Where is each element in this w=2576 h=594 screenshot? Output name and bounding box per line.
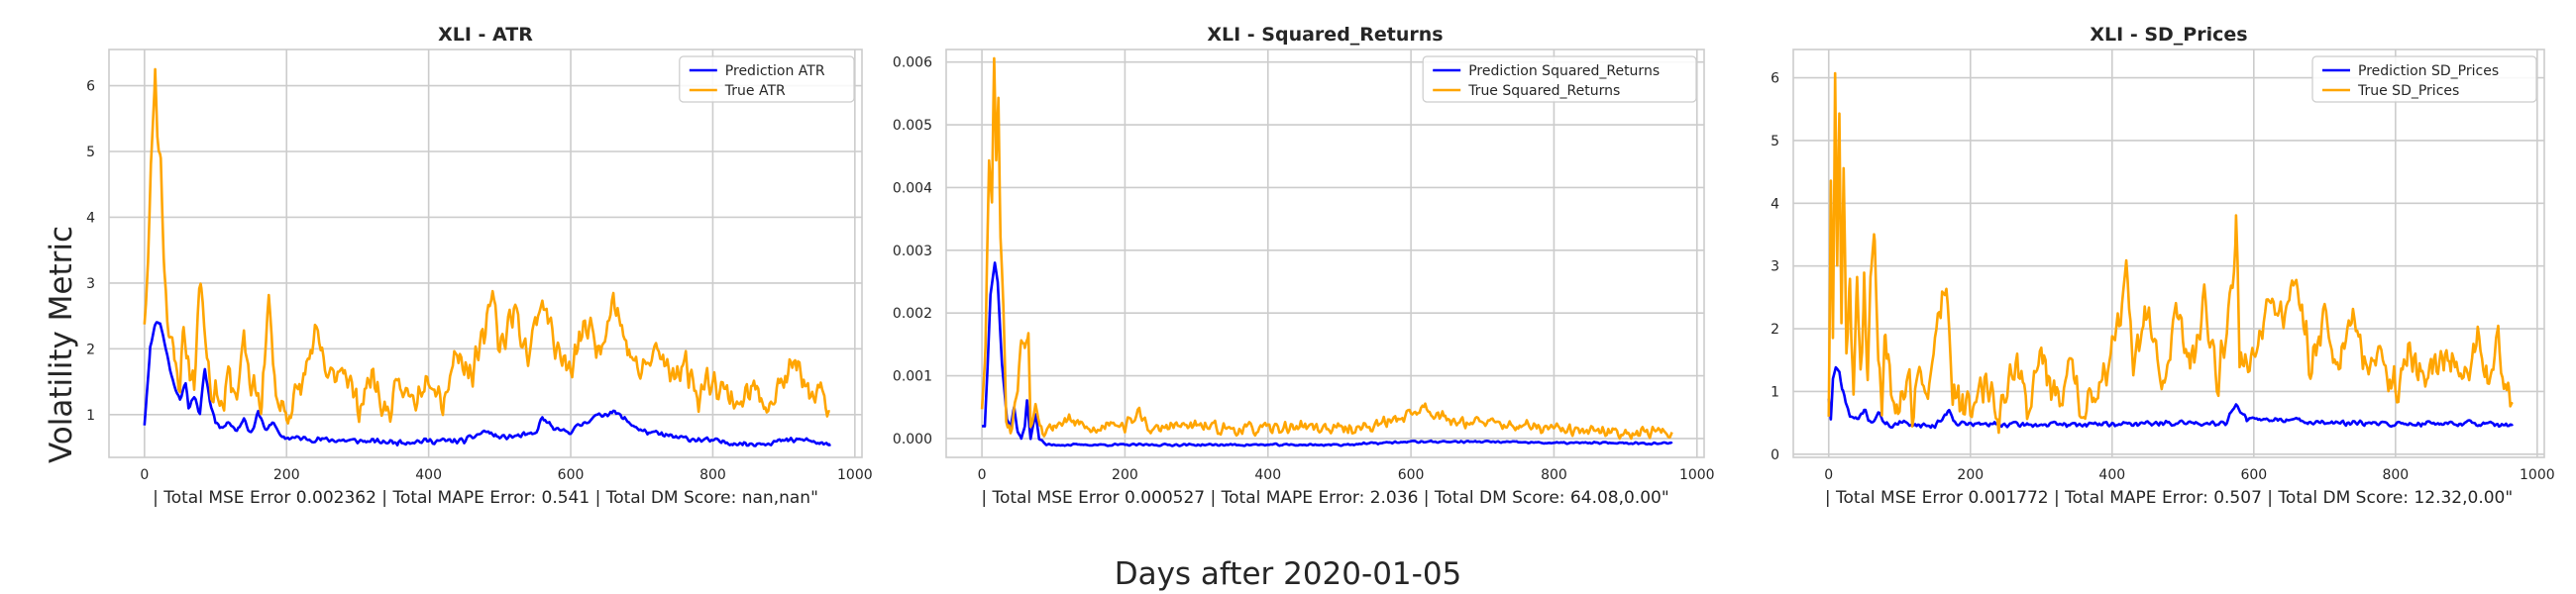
y-tick-label: 0.003 [893, 244, 932, 259]
x-tick-label: 800 [1541, 467, 1567, 483]
y-tick-label: 4 [86, 210, 95, 226]
panel-xlabel: | Total MSE Error 0.000527 | Total MAPE … [981, 488, 1668, 508]
y-tick-label: 2 [86, 342, 95, 357]
y-tick-label: 3 [1771, 259, 1779, 275]
y-tick-label: 4 [1771, 196, 1779, 212]
y-tick-label: 0.005 [893, 118, 932, 134]
legend-label: True ATR [724, 83, 786, 99]
panel-xlabel: | Total MSE Error 0.001772 | Total MAPE … [1825, 488, 2513, 508]
series-line-true [143, 67, 830, 425]
panel-2: 0 200 400 600 800 1000 0.000 0.001 0.002 0.003 0.0… [893, 24, 1715, 508]
y-tick-label: 6 [86, 79, 95, 95]
legend-label: Prediction SD_Prices [2358, 63, 2499, 79]
legend-box [1422, 55, 1697, 103]
y-tick-label: 1 [1771, 384, 1779, 400]
x-tick-label: 800 [699, 467, 726, 483]
series-line-true [1827, 71, 2514, 435]
panel-title: XLI - ATR [438, 24, 533, 46]
x-tick-label: 200 [1957, 467, 1984, 483]
series-line-prediction [981, 261, 1673, 447]
y-tick-label: 5 [86, 145, 95, 160]
legend-label: Prediction ATR [725, 63, 825, 79]
x-tick-label: 1000 [2520, 467, 2555, 483]
x-tick-label: 0 [1824, 467, 1833, 483]
y-tick-label: 0 [1771, 447, 1779, 463]
panel-xlabel: | Total MSE Error 0.002362 | Total MAPE … [153, 488, 818, 508]
x-tick-label: 800 [2382, 467, 2409, 483]
series-line-prediction [143, 321, 831, 447]
x-tick-label: 600 [2240, 467, 2267, 483]
axes-frame [945, 49, 1705, 458]
figure-supxlabel: Days after 2020-01-05 [1115, 556, 1462, 592]
y-tick-label: 0.004 [893, 180, 932, 196]
x-tick-label: 200 [273, 467, 300, 483]
y-tick-label: 1 [86, 408, 95, 424]
x-tick-label: 400 [415, 467, 442, 483]
legend-label: True SD_Prices [2357, 83, 2459, 99]
y-tick-label: 6 [1771, 71, 1779, 87]
panel-title: XLI - SD_Prices [2090, 24, 2247, 46]
panel-title: XLI - Squared_Returns [1207, 24, 1443, 46]
x-tick-label: 0 [140, 467, 149, 483]
x-tick-label: 400 [1254, 467, 1281, 483]
x-tick-label: 1000 [837, 467, 873, 483]
x-tick-label: 400 [2098, 467, 2125, 483]
legend: Prediction Squared_Returns True Squared_R… [1422, 55, 1697, 103]
legend: Prediction SD_Prices True SD_Prices [2311, 55, 2537, 103]
legend: Prediction ATR True ATR [679, 55, 855, 103]
series-line-prediction [1827, 365, 2514, 430]
y-tick-label: 0.000 [893, 432, 932, 447]
x-tick-label: 0 [978, 467, 987, 483]
axes-frame [1792, 49, 2545, 458]
legend-box [679, 55, 855, 103]
axes-frame [108, 49, 863, 458]
x-tick-label: 200 [1112, 467, 1138, 483]
y-tick-label: 0.002 [893, 306, 932, 322]
legend-label: True Squared_Returns [1467, 83, 1620, 99]
plot-area [946, 50, 1704, 457]
panel-1: 0 200 400 600 800 1000 1 2 3 4 5 6 XLI - ATR | Total … [86, 24, 873, 508]
x-tick-label: 600 [558, 467, 585, 483]
plot-area [1793, 50, 2544, 457]
y-tick-label: 2 [1771, 322, 1779, 338]
figure-supylabel: Volatility Metric [44, 226, 79, 463]
legend-label: Prediction Squared_Returns [1468, 63, 1660, 79]
x-tick-label: 600 [1398, 467, 1425, 483]
y-tick-label: 0.001 [893, 369, 932, 385]
x-tick-label: 1000 [1679, 467, 1715, 483]
series-line-true [980, 56, 1673, 441]
y-tick-label: 5 [1771, 134, 1779, 149]
panel-3: 0 200 400 600 800 1000 0 1 2 3 4 5 6 XLI - SD_Prices |… [1771, 24, 2555, 508]
legend-box [2311, 55, 2537, 103]
y-tick-label: 3 [86, 276, 95, 292]
y-tick-label: 0.006 [893, 55, 932, 71]
